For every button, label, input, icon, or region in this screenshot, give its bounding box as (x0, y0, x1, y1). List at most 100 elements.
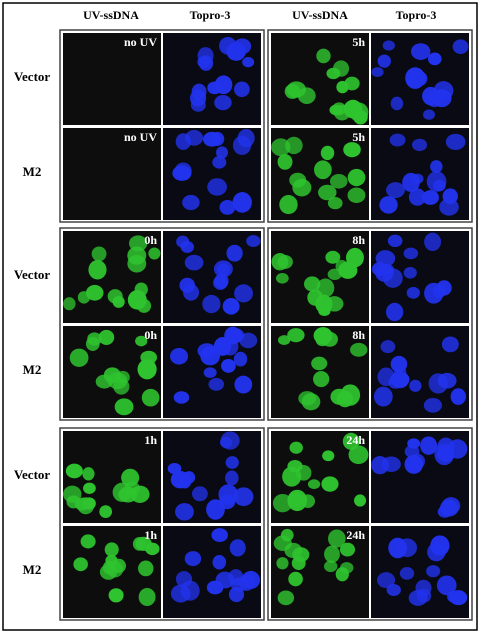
nucleus (69, 348, 89, 368)
nucleus (406, 286, 420, 299)
nucleus (202, 131, 221, 147)
nucleus (182, 194, 200, 211)
nucleus (228, 586, 245, 603)
nucleus (313, 371, 330, 388)
nucleus (102, 560, 116, 575)
nucleus (206, 580, 224, 595)
nucleus (315, 294, 333, 314)
nucleus (377, 367, 395, 387)
nucleus (173, 391, 190, 404)
nucleus (449, 590, 468, 606)
nucleus (320, 145, 335, 161)
nucleus (208, 377, 225, 391)
nucleus (409, 379, 422, 392)
nucleus (289, 441, 303, 454)
micrograph (63, 128, 161, 220)
nucleus (213, 275, 228, 290)
nucleus (233, 351, 248, 367)
nucleus (217, 263, 230, 276)
nucleus (85, 336, 100, 352)
nucleus (336, 80, 349, 94)
row-label: Vector (14, 467, 51, 482)
nucleus (277, 153, 293, 170)
nucleus (202, 294, 221, 314)
nucleus (321, 476, 339, 492)
nucleus (65, 463, 83, 479)
nucleus (422, 190, 439, 205)
nucleus (434, 443, 455, 466)
row-label: M2 (23, 362, 42, 377)
nucleus (218, 484, 239, 505)
nucleus (390, 96, 404, 111)
nucleus (273, 535, 292, 551)
nucleus (340, 384, 361, 406)
nucleus (170, 584, 191, 603)
nucleus (176, 235, 190, 248)
column-header: UV-ssDNA (292, 8, 348, 22)
nucleus (80, 534, 96, 549)
nucleus (430, 160, 443, 174)
nucleus (184, 551, 202, 567)
nucleus (132, 536, 146, 551)
nucleus (382, 40, 395, 51)
nucleus (172, 165, 192, 181)
nucleus (402, 172, 420, 193)
nucleus (423, 397, 442, 413)
nucleus (121, 468, 140, 487)
nucleus (191, 83, 207, 100)
column-header: UV-ssDNA (83, 8, 139, 22)
nucleus (288, 571, 303, 587)
nucleus (229, 539, 246, 557)
nucleus (410, 43, 431, 60)
time-label: no UV (124, 35, 157, 49)
nucleus (422, 109, 436, 120)
nucleus (316, 48, 331, 64)
nucleus (439, 499, 459, 517)
nucleus (436, 575, 457, 596)
nucleus (99, 505, 113, 518)
row-label: Vector (14, 69, 51, 84)
nucleus (343, 99, 363, 119)
nucleus (276, 557, 289, 570)
nucleus (238, 574, 255, 591)
nucleus (214, 94, 232, 111)
nucleus (420, 436, 438, 455)
column-header: Topro-3 (396, 8, 437, 22)
nucleus (135, 335, 148, 347)
nucleus (278, 335, 291, 346)
nucleus (450, 388, 466, 405)
nucleus (405, 67, 426, 89)
time-label: 8h (352, 233, 365, 247)
nucleus (127, 246, 147, 265)
nucleus (234, 81, 250, 98)
nucleus (246, 235, 261, 248)
nucleus (222, 298, 240, 315)
nucleus (426, 565, 441, 578)
nucleus (381, 456, 401, 473)
nucleus (277, 254, 293, 269)
nucleus (285, 136, 303, 155)
nucleus (179, 277, 195, 293)
nucleus (114, 398, 134, 416)
time-label: 8h (352, 328, 365, 342)
nucleus (191, 486, 208, 502)
nucleus (212, 555, 227, 570)
nucleus (185, 129, 204, 146)
nucleus (107, 289, 123, 304)
nucleus (403, 247, 419, 260)
nucleus (66, 495, 81, 509)
nucleus (389, 133, 406, 147)
nucleus (327, 268, 342, 281)
nucleus (175, 571, 193, 588)
nucleus (137, 359, 157, 380)
nucleus (145, 542, 160, 556)
nucleus (325, 250, 341, 264)
nucleus (138, 560, 154, 577)
nucleus (221, 358, 236, 373)
nucleus (211, 528, 228, 542)
nucleus (95, 374, 113, 389)
nucleus (445, 133, 466, 150)
nucleus (98, 329, 115, 345)
nucleus (82, 467, 95, 481)
nucleus (373, 386, 393, 407)
